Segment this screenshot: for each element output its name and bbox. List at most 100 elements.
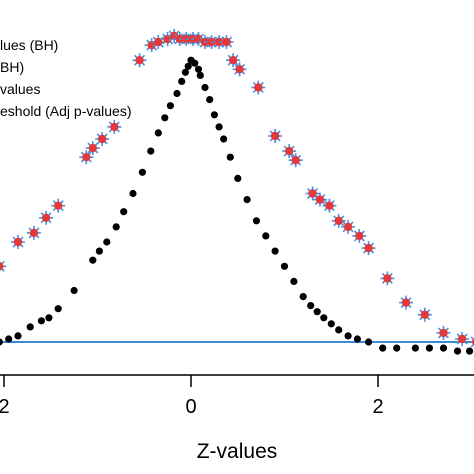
- star-arm: [0, 260, 5, 267]
- adjusted-point-38: [436, 325, 451, 340]
- adjusted-dot: [343, 222, 353, 232]
- raw-point-7: [70, 286, 78, 295]
- raw-point-11: [112, 223, 120, 231]
- adjusted-dot: [439, 328, 448, 338]
- raw-point-51: [411, 344, 419, 352]
- legend-label-3: values: [0, 81, 40, 97]
- raw-point-32: [226, 153, 234, 161]
- adjusted-dot: [325, 201, 334, 210]
- adjusted-point-8: [107, 119, 122, 134]
- legend-label-4: eshold (Adj p-values): [0, 103, 132, 119]
- raw-point-8: [89, 256, 97, 264]
- adjusted-dot: [13, 237, 23, 247]
- adjusted-point-28: [305, 186, 320, 201]
- x-axis-title: Z-values: [197, 440, 278, 463]
- adjusted-dot: [214, 37, 224, 47]
- adjusted-dot: [222, 37, 231, 47]
- adjusted-dot: [401, 298, 411, 307]
- adjusted-dot: [270, 131, 280, 141]
- raw-point-29: [210, 111, 218, 119]
- raw-point-43: [320, 314, 328, 322]
- raw-point-39: [290, 277, 298, 285]
- x-tick-label-0: 2: [0, 396, 10, 418]
- raw-point-17: [161, 114, 169, 122]
- raw-point-36: [262, 232, 270, 240]
- raw-point-3: [26, 323, 34, 331]
- raw-point-1: [5, 335, 13, 343]
- adjusted-point-39: [455, 332, 470, 346]
- adjusted-dot: [135, 56, 144, 65]
- legend-label-1: lues (BH): [0, 37, 58, 53]
- adjusted-point-3: [39, 210, 54, 225]
- adjusted-point-4: [51, 198, 66, 213]
- raw-point-40: [299, 293, 307, 301]
- adjusted-point-5: [79, 150, 94, 165]
- raw-point-21: [181, 68, 189, 76]
- raw-points-layer: [0, 56, 474, 355]
- raw-point-15: [147, 147, 155, 155]
- adjusted-points-layer: [0, 29, 474, 348]
- adjusted-point-34: [361, 241, 376, 256]
- adjusted-dot: [457, 334, 467, 344]
- raw-point-30: [215, 123, 223, 131]
- raw-point-48: [365, 338, 373, 346]
- raw-point-13: [129, 189, 137, 198]
- raw-point-9: [95, 247, 103, 255]
- raw-point-6: [54, 305, 62, 313]
- adjusted-dot: [334, 216, 343, 225]
- adjusted-point-29: [313, 192, 327, 207]
- adjusted-point-1: [11, 235, 25, 249]
- raw-point-14: [138, 168, 146, 176]
- adjusted-dot: [285, 146, 294, 156]
- star-arm: [470, 343, 474, 348]
- raw-point-4: [37, 317, 46, 325]
- raw-point-54: [453, 347, 462, 355]
- raw-point-24: [191, 59, 199, 67]
- raw-point-44: [327, 320, 335, 328]
- adjusted-dot: [207, 37, 216, 47]
- adjusted-dot: [0, 262, 4, 271]
- x-axis: 2 0 2: [0, 374, 474, 418]
- raw-point-5: [45, 314, 53, 322]
- raw-point-47: [353, 335, 361, 343]
- adjusted-dot: [355, 231, 364, 241]
- adjusted-point-7: [95, 132, 110, 146]
- adjusted-dot: [29, 228, 39, 238]
- adjusted-dot: [228, 56, 238, 65]
- adjusted-point-6: [85, 141, 100, 156]
- raw-point-42: [313, 308, 321, 316]
- raw-point-31: [220, 135, 228, 143]
- raw-point-45: [335, 326, 343, 334]
- adjusted-point-26: [282, 144, 297, 159]
- raw-point-26: [196, 71, 204, 79]
- raw-point-16: [154, 129, 162, 137]
- adjusted-point-2: [26, 225, 41, 240]
- adjusted-dot: [315, 195, 325, 204]
- adjusted-dot: [364, 243, 373, 253]
- raw-point-52: [425, 344, 433, 352]
- raw-point-12: [120, 208, 128, 216]
- adjusted-point-27: [288, 153, 303, 168]
- adjusted-dot: [82, 153, 91, 162]
- raw-point-37: [271, 247, 279, 255]
- raw-point-0: [0, 338, 3, 346]
- adjusted-dot: [308, 189, 317, 198]
- legend: lues (BH) BH) values eshold (Adj p-value…: [0, 37, 132, 119]
- adjusted-dot: [154, 37, 163, 47]
- raw-point-53: [439, 344, 448, 352]
- raw-point-55: [466, 347, 474, 355]
- x-tick-label-2: 2: [372, 396, 383, 418]
- raw-point-19: [173, 89, 181, 98]
- raw-point-18: [166, 102, 174, 110]
- adjusted-point-37: [417, 307, 432, 322]
- star-arm: [470, 336, 474, 341]
- adjusted-point-23: [232, 62, 247, 77]
- raw-point-35: [252, 217, 260, 225]
- raw-point-20: [178, 77, 186, 85]
- adjusted-point-24: [251, 80, 266, 95]
- raw-point-41: [307, 302, 315, 310]
- raw-point-27: [201, 83, 209, 92]
- adjusted-point-40: [469, 336, 474, 348]
- raw-point-2: [14, 332, 22, 340]
